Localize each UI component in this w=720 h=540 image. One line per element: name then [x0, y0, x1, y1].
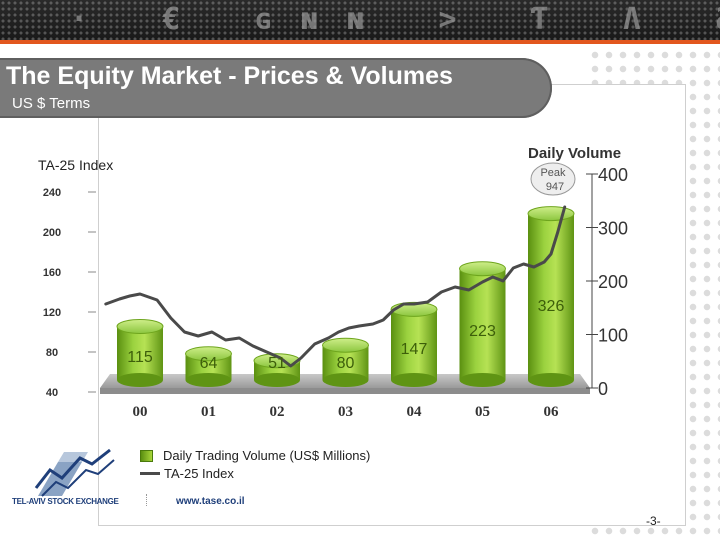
left-tick-label: 40	[46, 387, 58, 399]
volume-bar-cap	[185, 346, 232, 362]
volume-bar-label: 223	[469, 323, 496, 340]
left-tick-label: 240	[43, 187, 61, 199]
ta25-index-line	[104, 205, 567, 368]
volume-bar	[322, 337, 369, 387]
volume-bar-label: 64	[200, 355, 218, 372]
header-banner: · € ɢɴɴ > Ƭ Ʌ Ƨ Ɛ	[0, 0, 720, 40]
volume-bars	[116, 206, 575, 387]
volume-bar-base	[391, 373, 437, 387]
left-tick-label: 80	[46, 347, 58, 359]
volume-bar-base	[459, 373, 506, 387]
footer-divider	[146, 494, 147, 506]
left-axis-title: TA-25 Index	[38, 157, 113, 173]
volume-bar-label: 326	[538, 298, 565, 315]
right-tick-label: 400	[598, 165, 628, 185]
right-tick-label: 0	[598, 379, 608, 399]
chart-frame	[98, 84, 686, 526]
peak-annotation: Peak 947	[530, 162, 576, 196]
right-tick-label: 300	[598, 219, 628, 239]
volume-bar-base	[185, 373, 232, 387]
volume-bar-labels: 115 64 51 80 147 223 326	[127, 298, 564, 372]
x-tick-label: 05	[475, 404, 490, 420]
page-subtitle: US $ Terms	[12, 95, 91, 112]
volume-bar-body	[459, 268, 506, 380]
volume-bar-base	[528, 373, 574, 387]
volume-bar-label: 80	[337, 355, 355, 372]
volume-bar-body	[391, 309, 437, 380]
right-tick-label: 200	[598, 272, 628, 292]
volume-bar-body	[528, 213, 574, 380]
x-tick-label: 00	[133, 404, 148, 420]
page-title: The Equity Market - Prices & Volumes	[6, 62, 453, 90]
x-tick-label: 03	[338, 404, 353, 420]
banner-ticker: · € ɢɴɴ > Ƭ Ʌ Ƨ Ɛ	[70, 2, 720, 37]
logo-text: TEL-AVIV STOCK EXCHANGE	[12, 497, 119, 506]
x-tick-label: 01	[201, 404, 216, 420]
right-tick-label: 100	[598, 326, 628, 346]
x-tick-label: 02	[270, 404, 285, 420]
title-pill	[0, 58, 552, 118]
legend-index-swatch	[140, 472, 160, 475]
volume-bar-cap	[527, 206, 575, 222]
legend-volume-swatch	[140, 449, 153, 462]
volume-bar-cap	[322, 337, 369, 353]
volume-bar-base	[254, 373, 300, 387]
left-tick-label: 200	[43, 227, 61, 239]
legend-volume-label: Daily Trading Volume (US$ Millions)	[163, 448, 371, 463]
volume-bar-label: 115	[127, 349, 153, 366]
volume-bar-cap	[116, 318, 164, 334]
x-tick-label: 06	[544, 404, 560, 420]
volume-bar	[390, 301, 438, 387]
legend-index: TA-25 Index	[140, 466, 234, 481]
volume-bar-cap	[459, 261, 506, 277]
tase-logo-icon	[34, 448, 115, 497]
volume-bar	[459, 261, 506, 387]
legend-index-label: TA-25 Index	[164, 466, 234, 481]
x-tick-label: 04	[407, 404, 423, 420]
right-axis-ticks: 400 300 200 100 0	[586, 165, 628, 399]
floor-edge	[100, 388, 590, 394]
left-tick-label: 120	[43, 307, 61, 319]
volume-bar-body	[117, 326, 163, 380]
left-tick-label: 160	[43, 267, 61, 279]
volume-bar	[116, 318, 164, 387]
page-number: -3-	[646, 514, 661, 528]
volume-bar-base	[117, 373, 163, 387]
volume-bar	[527, 206, 575, 387]
right-axis-title: Daily Volume	[528, 145, 621, 162]
legend-volume: Daily Trading Volume (US$ Millions)	[140, 448, 370, 463]
peak-label: Peak	[540, 167, 566, 179]
peak-value: 947	[546, 181, 564, 193]
volume-bar-label: 147	[401, 341, 428, 358]
left-axis-ticks: 240 200 160 120 80 40	[43, 187, 96, 399]
volume-bar-label: 51	[268, 355, 286, 372]
volume-bar	[185, 346, 232, 387]
peak-bubble	[530, 162, 576, 196]
equity-chart: TA-25 Index Daily Volume 240 200 160 120 80 4…	[38, 145, 628, 420]
banner-dot-pattern	[0, 0, 720, 40]
accent-bar	[0, 40, 720, 44]
volume-bar-base	[322, 373, 369, 387]
x-axis-labels: 00 01 02 03 04 05 06	[133, 404, 560, 420]
footer-url-link[interactable]: www.tase.co.il	[176, 496, 245, 507]
